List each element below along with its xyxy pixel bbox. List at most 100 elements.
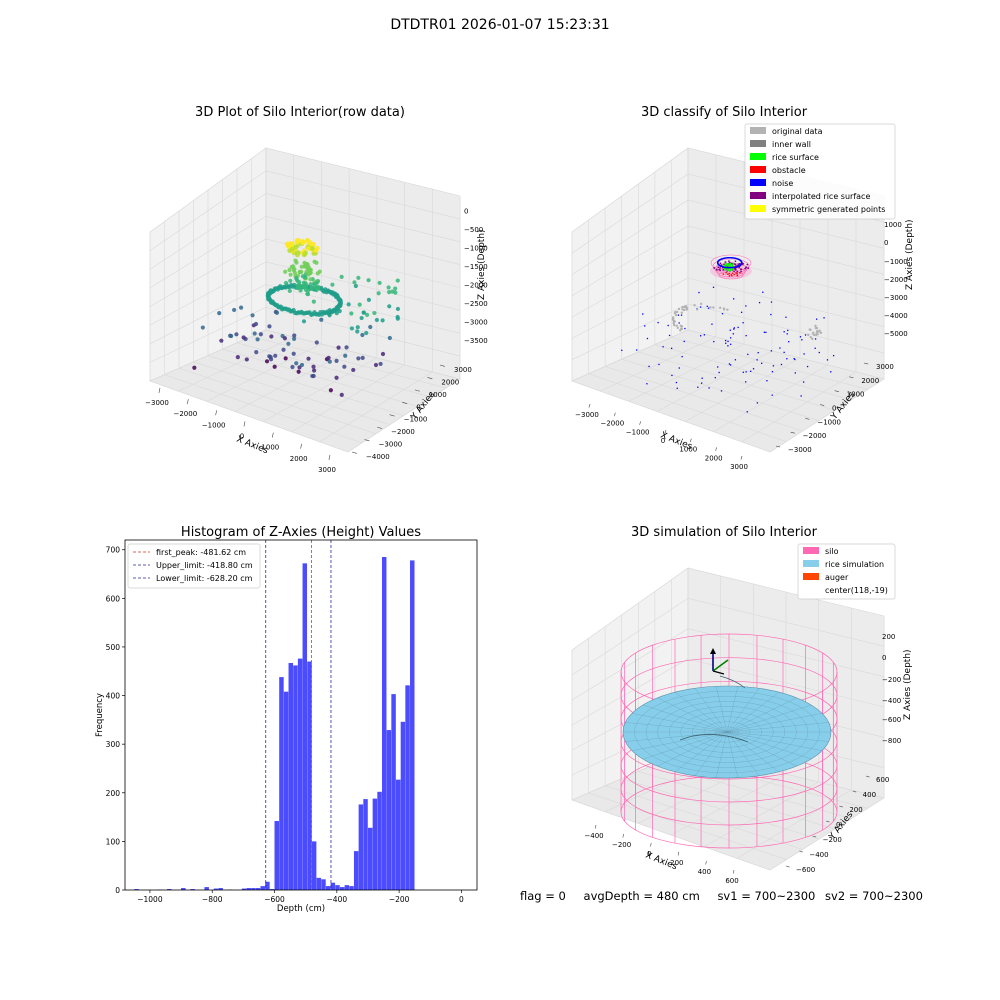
- grid-line: [571, 597, 885, 676]
- interpolated-point: [726, 270, 728, 272]
- grid-line: [571, 277, 885, 339]
- rice-mesh-spoke: [715, 731, 728, 778]
- x-tick-label: −2000: [173, 410, 197, 418]
- noise-point: [726, 257, 728, 259]
- z-tick-label: −2500: [464, 300, 488, 308]
- data-point: [346, 302, 351, 307]
- raw-plot-x-ticks: −3000 −2000 −1000 0 1000 2000 3000: [145, 387, 336, 474]
- noise-point: [684, 327, 686, 330]
- noise-point: [720, 265, 723, 268]
- raw-plot-points: [192, 237, 401, 397]
- noise-point: [734, 359, 737, 361]
- histogram-bar: [386, 730, 392, 890]
- original-data-point: [819, 331, 823, 335]
- data-point: [283, 356, 288, 361]
- data-point: [192, 365, 197, 370]
- noise-point: [727, 266, 729, 269]
- z-tick-label: −1500: [464, 263, 488, 271]
- y-tick-label: 3000: [876, 363, 894, 371]
- tick-mark: [158, 387, 161, 393]
- noise-point: [734, 266, 737, 268]
- y-tick-label: −4000: [366, 453, 390, 461]
- noise-point: [724, 266, 726, 268]
- data-point: [283, 280, 289, 286]
- raw-plot-axes-box: [149, 147, 461, 453]
- histogram-bar: [274, 820, 279, 890]
- histogram-bar: [167, 889, 172, 890]
- data-point: [360, 332, 365, 338]
- rice-mesh-spoke: [631, 731, 728, 751]
- noise-point: [729, 364, 732, 366]
- histogram-bar: [241, 888, 247, 890]
- data-point: [298, 288, 303, 293]
- simulation-plot-z-ticks: −800 −600 −400 −200 0 200: [882, 633, 901, 745]
- data-point: [353, 283, 358, 289]
- noise-point: [722, 257, 724, 260]
- legend-label: rice surface: [772, 153, 819, 162]
- x-tick-label: −400: [327, 895, 348, 904]
- histogram-bar: [283, 691, 289, 890]
- noise-point: [826, 359, 829, 361]
- grid-line: [571, 199, 885, 275]
- histogram-bar: [377, 791, 382, 890]
- tick-mark: [364, 439, 370, 442]
- original-data-point: [818, 329, 821, 332]
- interpolated-point: [744, 267, 746, 270]
- data-point: [295, 250, 301, 255]
- interpolated-point: [738, 263, 741, 265]
- rice-surface-point: [726, 264, 728, 267]
- data-point: [339, 392, 344, 397]
- data-point: [302, 251, 308, 257]
- original-data-point: [673, 312, 677, 315]
- rice-mesh-spoke: [726, 731, 797, 767]
- tick-mark: [622, 833, 624, 838]
- noise-point: [729, 337, 732, 339]
- noise-point: [713, 340, 715, 343]
- original-data-point: [682, 308, 686, 312]
- data-point: [286, 243, 291, 249]
- data-point: [366, 297, 372, 302]
- raw-plot-title: 3D Plot of Silo Interior(row data): [195, 105, 405, 120]
- noise-point: [733, 257, 736, 259]
- z-tick-label: −400: [882, 697, 901, 705]
- grid-line: [571, 329, 885, 382]
- histogram-bar: [218, 888, 223, 890]
- tick-mark: [839, 805, 843, 808]
- noise-point: [646, 383, 648, 385]
- histogram-bar: [339, 887, 345, 890]
- y-tick-label: 600: [876, 776, 889, 784]
- data-point: [314, 280, 319, 286]
- legend-swatch: [750, 166, 766, 173]
- obstacle-point: [730, 274, 733, 276]
- noise-point: [783, 331, 785, 333]
- data-point: [312, 259, 317, 264]
- histogram-bar: [190, 889, 195, 890]
- tick-mark: [865, 775, 870, 778]
- y-tick-label: −2000: [391, 428, 415, 436]
- histogram-y-ticks: 0 100 200 300 400 500 600 700: [106, 546, 125, 895]
- data-point: [304, 261, 309, 267]
- y-tick-label: −1000: [817, 418, 841, 426]
- x-tick-label: −3000: [145, 399, 169, 407]
- histogram-bar: [330, 882, 336, 890]
- data-point: [294, 361, 299, 366]
- data-point: [254, 350, 259, 355]
- x-tick-label: 600: [725, 877, 738, 885]
- rice-surface-point: [728, 269, 731, 272]
- z-tick-label: −800: [882, 737, 901, 745]
- data-point: [306, 246, 311, 251]
- grid-line: [571, 225, 885, 297]
- data-point: [364, 330, 369, 336]
- data-point: [327, 311, 332, 317]
- y-tick-label: 500: [106, 643, 121, 652]
- rice-surface-point: [724, 265, 727, 267]
- histogram-plot: Histogram of Z-Axies (Height) Values −10…: [95, 525, 478, 914]
- y-tick-label: −600: [796, 866, 815, 874]
- noise-point: [730, 257, 733, 259]
- noise-point: [756, 359, 758, 361]
- tick-mark: [790, 431, 795, 434]
- data-point: [297, 269, 302, 274]
- data-point: [311, 299, 316, 304]
- interpolated-point: [745, 266, 747, 269]
- histogram-bar: [265, 881, 270, 890]
